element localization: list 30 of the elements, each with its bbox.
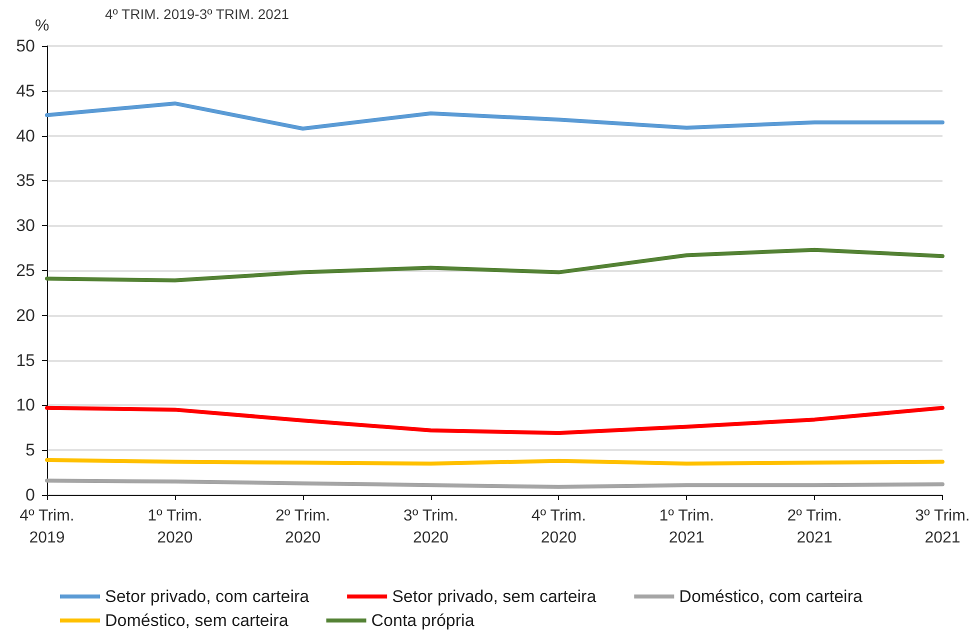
x-tick-label: 4º Trim. 2019 <box>20 508 74 546</box>
y-tick-label: 25 <box>16 261 35 280</box>
y-tick-label: 50 <box>16 36 35 56</box>
chart-subtitle: 4º TRIM. 2019-3º TRIM. 2021 <box>105 6 290 22</box>
x-tick-label: 1º Trim. 2020 <box>148 508 202 546</box>
x-tick-label: 3º Trim. 2021 <box>915 508 970 546</box>
y-axis-title: % <box>35 18 50 34</box>
y-tick-label: 20 <box>16 306 35 325</box>
y-tick-label: 45 <box>16 81 35 100</box>
y-tick-label: 15 <box>16 350 35 370</box>
line-series <box>45 101 944 131</box>
x-tick-label: 4º Trim. 2020 <box>531 508 586 546</box>
x-tick-label: 3º Trim. 2020 <box>403 508 458 546</box>
y-tick-label: 0 <box>26 486 35 504</box>
x-tick-label: 1º Trim. 2021 <box>659 508 714 546</box>
legend-label: Doméstico, com carteira <box>679 587 863 606</box>
legend-label: Setor privado, sem carteira <box>392 587 597 606</box>
y-tick-label: 5 <box>26 440 35 460</box>
x-tick-label: 2º Trim. 2020 <box>275 508 330 546</box>
legend-label: Setor privado, com carteira <box>105 587 310 606</box>
legend-label: Doméstico, sem carteira <box>105 611 289 630</box>
line-series <box>45 248 944 282</box>
legend-label: Conta própria <box>371 611 475 630</box>
line-series <box>45 406 944 436</box>
x-tick-label: 2º Trim. 2021 <box>787 508 842 546</box>
y-tick-label: 10 <box>16 396 35 415</box>
y-tick-label: 35 <box>16 171 35 190</box>
y-tick-label: 30 <box>16 216 35 236</box>
line-series <box>45 478 944 489</box>
y-tick-label: 40 <box>16 126 35 146</box>
